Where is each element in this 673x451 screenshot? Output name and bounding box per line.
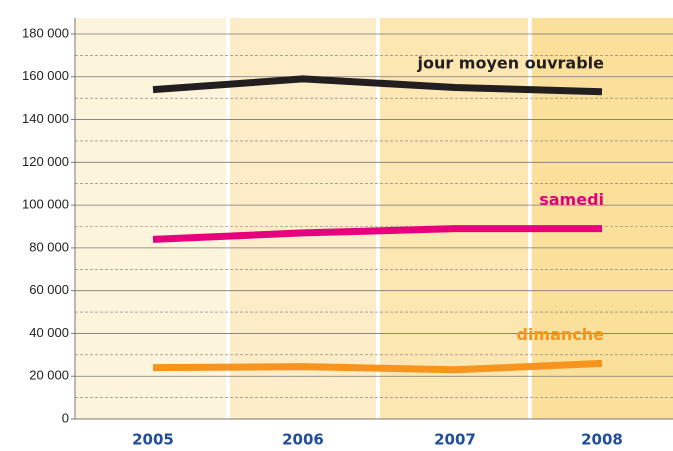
background-band: [378, 18, 530, 419]
y-tick-label: 0: [62, 410, 69, 425]
series-line: [152, 359, 603, 374]
x-tick-label: 2006: [282, 431, 324, 449]
background-band: [530, 18, 673, 419]
y-tick-label: 40 000: [29, 325, 69, 340]
x-tick-label: 2008: [581, 431, 623, 449]
series-line: [152, 75, 603, 96]
y-tick-label: 80 000: [29, 239, 69, 254]
series-label: samedi: [539, 190, 604, 209]
x-tick-label: 2007: [434, 431, 476, 449]
background-band: [75, 18, 228, 419]
y-tick-label: 120 000: [22, 154, 69, 169]
y-tick-label: 20 000: [29, 368, 69, 383]
x-tick-label: 2005: [132, 431, 174, 449]
y-tick-label: 100 000: [22, 197, 69, 212]
y-tick-label: 140 000: [22, 111, 69, 126]
y-tick-label: 180 000: [22, 25, 69, 40]
y-tick-label: 60 000: [29, 282, 69, 297]
series-label: jour moyen ouvrable: [416, 53, 604, 72]
series-label: dimanche: [516, 325, 604, 344]
series-line: [152, 225, 602, 243]
y-tick-label: 160 000: [22, 68, 69, 83]
